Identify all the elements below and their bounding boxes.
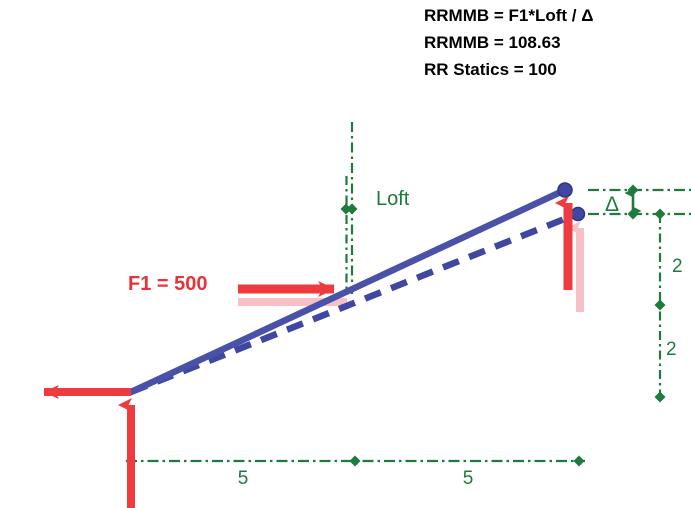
right-dim-marker-top xyxy=(654,208,666,220)
f1-force-label: F1 = 500 xyxy=(128,273,208,295)
dim-label-bottom-left: 5 xyxy=(238,468,249,489)
right-dim-marker-mid xyxy=(654,299,666,311)
formula-line-1: RRMMB = F1*Loft / Δ xyxy=(424,6,594,25)
beam-undeflected-solid xyxy=(127,186,569,396)
dim-label-right-upper: 2 xyxy=(672,256,683,277)
beam-node-solid-tip xyxy=(557,182,573,198)
beam-node-dashed-tip xyxy=(570,206,586,222)
delta-label: Δ xyxy=(605,193,619,216)
beam-deflected-dashed xyxy=(129,210,579,396)
loft-marker-inner xyxy=(340,203,352,215)
loft-label: Loft xyxy=(376,188,410,210)
dim-label-bottom-right: 5 xyxy=(463,468,474,489)
loft-marker-outer xyxy=(346,203,358,215)
bottom-dim-marker-right xyxy=(573,455,585,467)
formula-line-2: RRMMB = 108.63 xyxy=(424,33,561,52)
dim-label-right-lower: 2 xyxy=(666,339,677,360)
right-dim-marker-bottom xyxy=(654,391,666,403)
bottom-dim-marker-mid xyxy=(349,455,361,467)
formula-line-3: RR Statics = 100 xyxy=(424,60,557,79)
formula-block: RRMMB = F1*Loft / Δ RRMMB = 108.63 RR St… xyxy=(424,2,691,83)
